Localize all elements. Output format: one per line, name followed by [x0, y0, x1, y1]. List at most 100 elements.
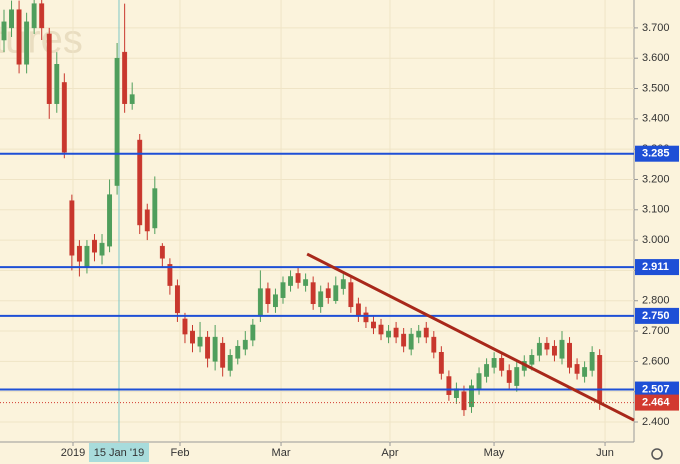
y-tick-label: 3.100: [642, 204, 670, 216]
candle-body: [84, 245, 90, 268]
y-tick-label: 2.800: [642, 295, 670, 307]
candle-body: [220, 342, 226, 368]
candle-body: [212, 336, 218, 362]
level-label-bg: [635, 145, 679, 162]
x-tick-label: Feb: [171, 447, 190, 459]
level-label: 2.911: [642, 261, 669, 273]
x-tick-label: Apr: [381, 447, 398, 459]
candle-body: [567, 342, 572, 368]
candle-body: [114, 57, 120, 186]
candle-body: [182, 318, 188, 335]
candle-body: [582, 367, 588, 377]
candle-body: [190, 330, 195, 344]
candle-body: [355, 303, 361, 317]
candle-body: [280, 282, 286, 298]
level-label-bg: [635, 259, 679, 276]
candle-body: [107, 194, 113, 247]
candle-body: [174, 285, 180, 314]
y-tick-label: 2.600: [642, 355, 670, 367]
candle-body: [242, 339, 248, 350]
x-tick-label: Jun: [596, 447, 614, 459]
level-label: 2.750: [642, 310, 670, 322]
candle-body: [544, 342, 550, 350]
candle-body: [514, 367, 520, 386]
y-tick-label: 3.400: [642, 113, 670, 125]
candle-body: [9, 9, 14, 29]
crosshair-label-bg: [88, 443, 149, 462]
candle-body: [551, 345, 557, 356]
candle-body: [122, 51, 128, 104]
candle-body: [491, 358, 497, 368]
candle-body: [325, 288, 331, 298]
x-tick-label: 2019: [61, 447, 85, 459]
level-label: 2.507: [642, 383, 670, 395]
candle-body: [589, 352, 595, 371]
candle-body: [99, 242, 105, 256]
level-label-bg: [635, 307, 679, 324]
candle-body: [574, 364, 580, 374]
candle-body: [529, 355, 535, 365]
candle-body: [152, 188, 158, 229]
candle-body: [69, 200, 75, 256]
candle-body: [303, 279, 309, 286]
x-tick-label: May: [484, 447, 505, 459]
candle-body: [431, 336, 437, 353]
candle-body: [559, 339, 565, 359]
gear[interactable]: [651, 448, 663, 460]
settings-icon[interactable]: [651, 448, 663, 460]
candle-body: [54, 64, 60, 104]
candle-body: [227, 355, 233, 371]
candle-body: [167, 264, 173, 286]
candle-body: [469, 385, 474, 408]
y-tick-label: 2.700: [642, 325, 670, 337]
candle-body: [333, 285, 339, 301]
candle-body: [401, 333, 407, 347]
candle-body: [144, 209, 150, 232]
candle-body: [159, 245, 165, 259]
candle-body: [446, 376, 452, 395]
candle-body: [393, 327, 399, 338]
candle-body: [197, 336, 203, 347]
candle-body: [484, 364, 490, 377]
candle-body: [536, 342, 542, 356]
candle-body: [438, 352, 444, 374]
y-tick-label: 3.700: [642, 22, 670, 34]
candle-body: [476, 373, 482, 389]
candle-body: [76, 245, 82, 262]
candle-body: [597, 355, 603, 403]
x-tick-label: Mar: [272, 447, 291, 459]
candle-body: [288, 276, 293, 286]
candle-body: [39, 3, 45, 29]
candle-body: [378, 324, 384, 335]
y-tick-label: 2.400: [642, 416, 670, 428]
candle-body: [499, 358, 505, 371]
candle-body: [1, 21, 7, 41]
y-tick-label: 3.600: [642, 52, 670, 64]
candle-body: [31, 3, 37, 29]
candle-body: [318, 291, 324, 308]
candle-body: [295, 273, 301, 283]
candle-body: [423, 327, 429, 338]
candle-body: [205, 336, 211, 359]
candle-body: [24, 21, 30, 65]
candle-body: [235, 345, 241, 359]
y-tick-label: 3.200: [642, 173, 670, 185]
candle-body: [250, 324, 256, 341]
candle-body: [129, 94, 135, 104]
candle-body: [265, 288, 271, 305]
level-label-bg: [635, 381, 679, 398]
candle-body: [416, 330, 422, 338]
candle-body: [363, 312, 369, 323]
candle-body: [16, 9, 22, 65]
level-label: 3.285: [642, 148, 670, 160]
candle-body: [371, 321, 376, 329]
trendline: [306, 252, 635, 422]
candle-body: [340, 279, 346, 289]
candle-body: [386, 330, 392, 338]
last-price-label-bg: [635, 394, 679, 411]
crosshair-label: 15 Jan '19: [94, 447, 144, 459]
candle-body: [461, 391, 467, 411]
candle-body: [273, 294, 278, 308]
y-tick-label: 3.000: [642, 234, 670, 246]
